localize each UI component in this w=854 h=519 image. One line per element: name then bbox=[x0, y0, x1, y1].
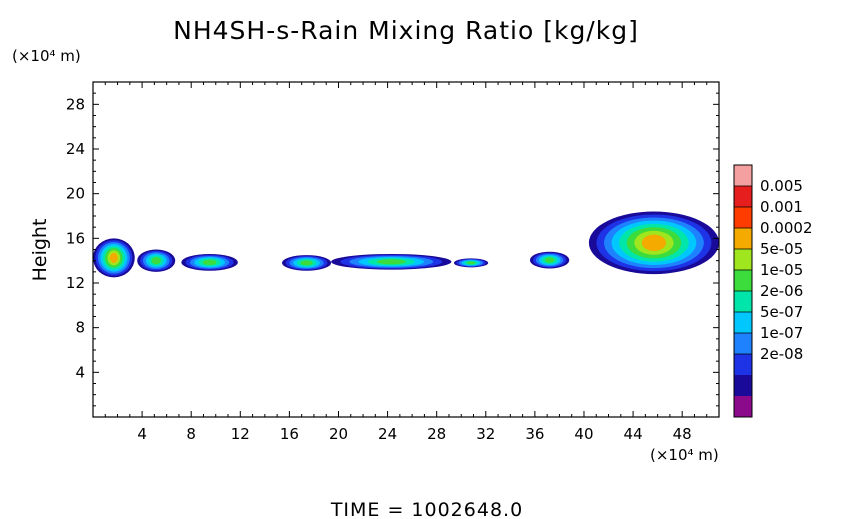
y-tick-label: 4 bbox=[75, 363, 85, 381]
colorbar-swatch bbox=[734, 312, 752, 333]
x-tick-label: 8 bbox=[186, 425, 196, 443]
y-tick-label: 8 bbox=[75, 319, 85, 337]
band-layer bbox=[202, 259, 217, 266]
colorbar-swatch bbox=[734, 228, 752, 249]
band-layer bbox=[300, 260, 313, 266]
colorbar-swatch bbox=[734, 249, 752, 270]
colorbar-swatch bbox=[734, 396, 752, 417]
x-tick-label: 32 bbox=[476, 425, 495, 443]
y-tick-label: 20 bbox=[66, 185, 85, 203]
x-tick-label: 16 bbox=[280, 425, 299, 443]
band-layer bbox=[109, 252, 118, 263]
x-tick-label: 48 bbox=[673, 425, 692, 443]
data-band bbox=[331, 253, 452, 270]
colorbar-swatch bbox=[734, 375, 752, 396]
x-axis: 4 8 12 16 20 24 28 32 36 40 44 48 bbox=[104, 82, 708, 443]
colorbar-swatch bbox=[734, 186, 752, 207]
band-layer bbox=[151, 257, 161, 265]
data-band bbox=[588, 211, 719, 275]
colorbar-label: 2e-08 bbox=[760, 345, 803, 363]
colorbar-label: 1e-07 bbox=[760, 324, 803, 342]
data-band bbox=[181, 253, 238, 271]
time-label: TIME = 1002648.0 bbox=[330, 499, 523, 519]
colorbar-swatch bbox=[734, 291, 752, 312]
colorbar-label: 5e-05 bbox=[760, 240, 803, 258]
data-band bbox=[529, 251, 570, 269]
x-tick-label: 4 bbox=[137, 425, 147, 443]
colorbar-label: 5e-07 bbox=[760, 303, 803, 321]
data-band bbox=[453, 258, 489, 268]
x-tick-label: 40 bbox=[574, 425, 593, 443]
y-axis-unit: (×10⁴ m) bbox=[12, 47, 81, 65]
colorbar-label: 2e-06 bbox=[760, 282, 803, 300]
y-tick-label: 24 bbox=[66, 140, 85, 158]
data-band bbox=[282, 255, 332, 271]
band-layer bbox=[466, 261, 476, 265]
x-axis-unit: (×10⁴ m) bbox=[650, 446, 719, 464]
x-tick-label: 44 bbox=[624, 425, 643, 443]
data-bands bbox=[93, 211, 719, 278]
y-tick-label: 16 bbox=[66, 229, 85, 247]
colorbar-label: 0.005 bbox=[760, 177, 803, 195]
data-band bbox=[93, 238, 135, 278]
data-band bbox=[137, 249, 176, 272]
colorbar-label: 1e-05 bbox=[760, 261, 803, 279]
x-tick-label: 36 bbox=[525, 425, 544, 443]
band-layer bbox=[544, 257, 555, 263]
colorbar-swatch bbox=[734, 354, 752, 375]
colorbar-swatch bbox=[734, 207, 752, 228]
y-axis-label: Height bbox=[29, 219, 51, 282]
colorbar-swatch bbox=[734, 165, 752, 186]
x-tick-label: 12 bbox=[231, 425, 250, 443]
colorbar-swatch bbox=[734, 270, 752, 291]
band-layer bbox=[641, 234, 667, 251]
x-tick-label: 20 bbox=[329, 425, 348, 443]
band-layer bbox=[376, 259, 406, 265]
colorbar-label: 0.001 bbox=[760, 198, 803, 216]
colorbar-swatch bbox=[734, 333, 752, 354]
y-tick-label: 28 bbox=[66, 95, 85, 113]
x-tick-label: 24 bbox=[378, 425, 397, 443]
colorbar-label: 0.0002 bbox=[760, 219, 813, 237]
colorbar: 0.005 0.001 0.0002 5e-05 1e-05 2e-06 5e-07 1e-0… bbox=[733, 164, 813, 418]
y-tick-label: 12 bbox=[66, 274, 85, 292]
chart-title: NH4SH-s-Rain Mixing Ratio [kg/kg] bbox=[173, 16, 639, 45]
x-tick-label: 28 bbox=[427, 425, 446, 443]
y-axis: 4 8 12 16 20 24 28 bbox=[66, 92, 719, 407]
